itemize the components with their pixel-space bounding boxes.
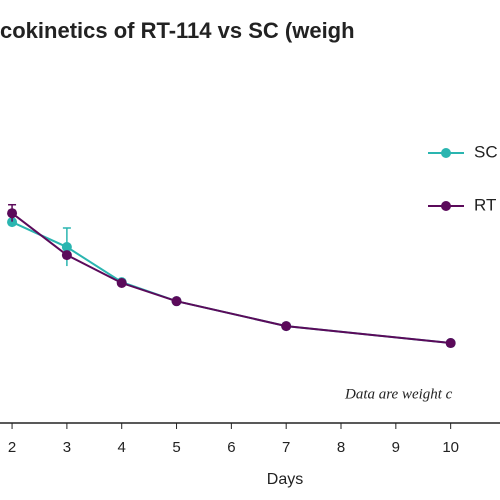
data-point [61,242,72,253]
x-tick-label: 6 [227,439,235,456]
legend-marker [441,201,451,211]
data-point [61,250,72,261]
legend-marker [441,148,451,158]
x-tick-label: 5 [172,439,180,456]
data-point [116,277,127,288]
data-point [7,208,18,219]
series-line [11,212,451,345]
data-point [7,217,18,228]
x-tick-label: 7 [282,439,290,456]
x-tick-label: 9 [392,439,400,456]
x-tick-label: 10 [442,439,459,456]
x-tick-label: 8 [337,439,345,456]
annotation: Data are weight c [344,386,453,402]
x-axis-label: Days [267,471,303,488]
chart-title: cokinetics of RT-114 vs SC (weigh [0,18,355,43]
x-tick-label: 2 [8,439,16,456]
x-tick-label: 4 [118,439,126,456]
legend-label: SC [474,142,498,161]
data-point [281,321,292,332]
data-point [171,296,182,307]
series-line [11,221,451,345]
legend-label: RT [474,195,496,214]
data-point [445,338,456,349]
x-tick-label: 3 [63,439,71,456]
